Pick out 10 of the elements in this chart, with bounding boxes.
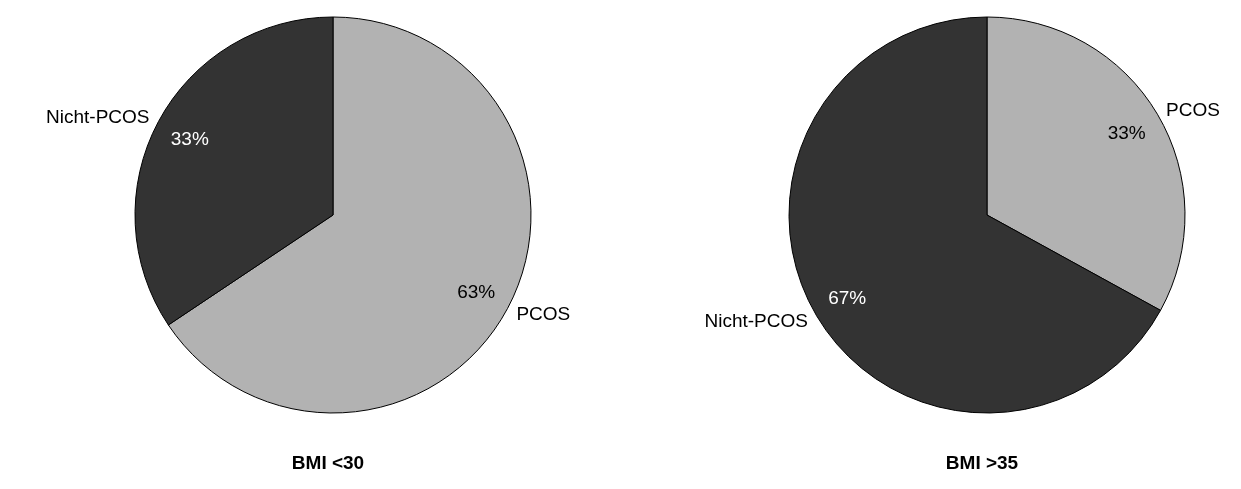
data-label: 67% [828, 287, 867, 309]
data-label: 33% [170, 127, 209, 149]
text: BMI <30 [290, 452, 366, 474]
slice-label: Nicht-PCOS [704, 310, 808, 332]
slice-label: PCOS [1166, 98, 1220, 120]
data-label: 33% [1107, 121, 1146, 143]
slice-label: Nicht-PCOS [46, 106, 150, 128]
text: BMI >35 [944, 452, 1020, 474]
slice-label: PCOS [516, 302, 571, 324]
data-label: 63% [457, 281, 496, 303]
